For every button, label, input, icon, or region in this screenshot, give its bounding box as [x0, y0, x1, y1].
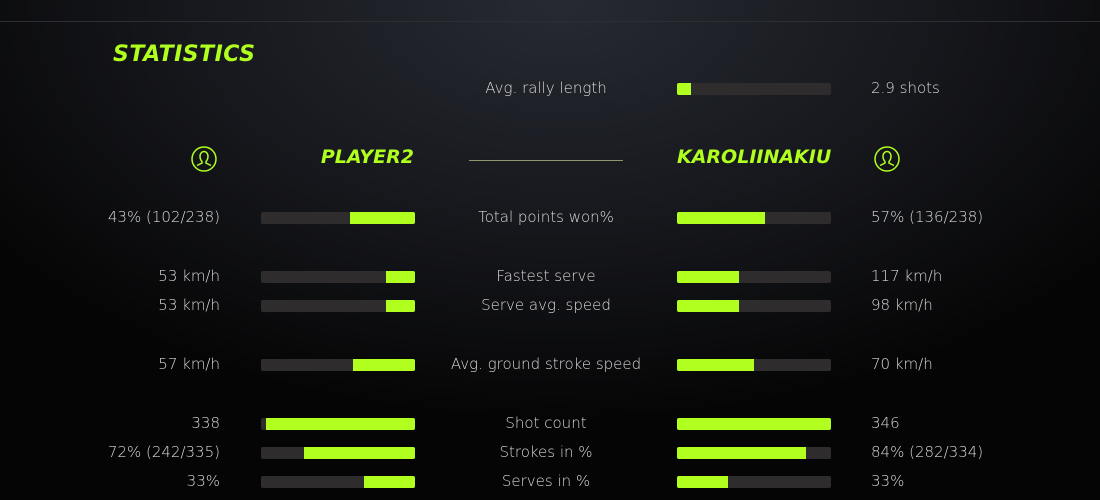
- stat-row: 53 km/h Serve avg. speed 98 km/h: [0, 296, 1100, 316]
- right-value: 57% (136/238): [871, 208, 984, 226]
- rally-label: Avg. rally length: [485, 79, 607, 97]
- right-bar: [677, 271, 831, 283]
- right-bar-fill: [677, 271, 739, 283]
- stat-row: 57 km/h Avg. ground stroke speed 70 km/h: [0, 355, 1100, 375]
- rally-row: Avg. rally length 2.9 shots: [0, 79, 1100, 99]
- left-bar: [261, 447, 415, 459]
- stat-label: Avg. ground stroke speed: [450, 355, 642, 373]
- right-value: 84% (282/334): [871, 443, 984, 461]
- right-bar: [677, 476, 831, 488]
- stat-label: Strokes in %: [499, 443, 593, 461]
- stat-label: Fastest serve: [496, 267, 596, 285]
- rally-value: 2.9 shots: [871, 79, 940, 97]
- stat-row: 33% Serves in % 33%: [0, 472, 1100, 492]
- user-circle-icon: [191, 146, 217, 172]
- right-value: 70 km/h: [871, 355, 933, 373]
- left-bar-fill: [364, 476, 415, 488]
- left-bar: [261, 359, 415, 371]
- left-value: 33%: [186, 472, 220, 490]
- left-value: 53 km/h: [158, 267, 220, 285]
- left-value: 43% (102/238): [107, 208, 220, 226]
- left-player-name: PLAYER2: [320, 146, 414, 168]
- stat-label: Serves in %: [501, 472, 591, 490]
- stat-row: 53 km/h Fastest serve 117 km/h: [0, 267, 1100, 287]
- right-bar: [677, 300, 831, 312]
- header-divider: [469, 160, 623, 161]
- right-value: 346: [871, 414, 900, 432]
- right-value: 117 km/h: [871, 267, 943, 285]
- right-bar: [677, 418, 831, 430]
- user-circle-icon: [874, 146, 900, 172]
- right-bar-fill: [677, 359, 754, 371]
- left-bar: [261, 271, 415, 283]
- stat-row: 338 Shot count 346: [0, 414, 1100, 434]
- right-bar: [677, 212, 831, 224]
- top-divider: [0, 21, 1100, 22]
- right-bar: [677, 447, 831, 459]
- page-title: STATISTICS: [113, 42, 256, 67]
- right-value: 33%: [871, 472, 905, 490]
- left-bar: [261, 212, 415, 224]
- right-bar: [677, 359, 831, 371]
- rally-bar-fill: [677, 83, 691, 95]
- right-player-name: KAROLIINAKIU: [677, 146, 832, 168]
- left-value: 338: [191, 414, 220, 432]
- left-value: 57 km/h: [158, 355, 220, 373]
- right-value: 98 km/h: [871, 296, 933, 314]
- right-bar-fill: [677, 300, 739, 312]
- right-bar-fill: [677, 212, 765, 224]
- stat-label: Serve avg. speed: [481, 296, 611, 314]
- left-bar: [261, 476, 415, 488]
- left-bar-fill: [304, 447, 415, 459]
- left-bar-fill: [353, 359, 415, 371]
- stat-label: Shot count: [505, 414, 587, 432]
- left-bar-fill: [265, 418, 415, 430]
- left-bar: [261, 418, 415, 430]
- stat-label: Total points won%: [478, 208, 614, 226]
- stat-row: 72% (242/335) Strokes in % 84% (282/334): [0, 443, 1100, 463]
- left-bar-fill: [385, 300, 415, 312]
- rally-bar: [677, 83, 831, 95]
- stat-row: 43% (102/238) Total points won% 57% (136…: [0, 208, 1100, 228]
- right-bar-fill: [677, 447, 807, 459]
- right-bar-fill: [677, 418, 831, 430]
- left-bar-fill: [385, 271, 415, 283]
- right-bar-fill: [677, 476, 728, 488]
- left-value: 53 km/h: [158, 296, 220, 314]
- left-bar: [261, 300, 415, 312]
- left-bar-fill: [350, 212, 415, 224]
- left-value: 72% (242/335): [107, 443, 220, 461]
